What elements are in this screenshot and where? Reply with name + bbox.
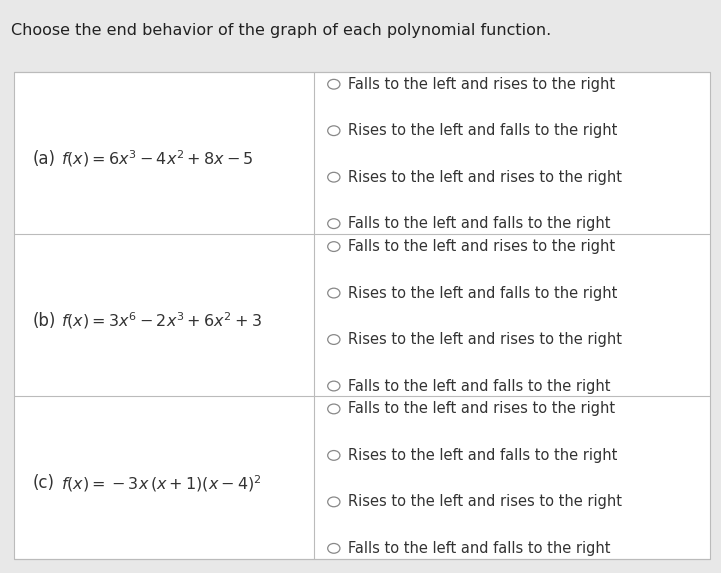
Text: Rises to the left and falls to the right: Rises to the left and falls to the right <box>348 123 618 138</box>
Text: Falls to the left and falls to the right: Falls to the left and falls to the right <box>348 379 611 394</box>
Text: $f(x) = 3x^6 - 2x^3 + 6x^2 + 3$: $f(x) = 3x^6 - 2x^3 + 6x^2 + 3$ <box>61 311 262 331</box>
Text: (a): (a) <box>32 150 56 167</box>
Text: (c): (c) <box>32 474 55 492</box>
Text: Falls to the left and falls to the right: Falls to the left and falls to the right <box>348 541 611 556</box>
Text: $f(x) = 6x^3 - 4x^2 + 8x - 5$: $f(x) = 6x^3 - 4x^2 + 8x - 5$ <box>61 148 254 169</box>
Text: Rises to the left and rises to the right: Rises to the left and rises to the right <box>348 170 622 185</box>
Text: Rises to the left and falls to the right: Rises to the left and falls to the right <box>348 448 618 463</box>
Text: $f(x) = -3x\,(x + 1)(x - 4)^2$: $f(x) = -3x\,(x + 1)(x - 4)^2$ <box>61 473 262 493</box>
Text: Rises to the left and falls to the right: Rises to the left and falls to the right <box>348 285 618 301</box>
Text: Falls to the left and rises to the right: Falls to the left and rises to the right <box>348 239 615 254</box>
Text: Falls to the left and falls to the right: Falls to the left and falls to the right <box>348 216 611 231</box>
Text: Rises to the left and rises to the right: Rises to the left and rises to the right <box>348 494 622 509</box>
Text: Falls to the left and rises to the right: Falls to the left and rises to the right <box>348 77 615 92</box>
Text: Falls to the left and rises to the right: Falls to the left and rises to the right <box>348 402 615 417</box>
Text: Rises to the left and rises to the right: Rises to the left and rises to the right <box>348 332 622 347</box>
Text: (b): (b) <box>32 312 56 330</box>
FancyBboxPatch shape <box>14 72 710 559</box>
Text: Choose the end behavior of the graph of each polynomial function.: Choose the end behavior of the graph of … <box>11 23 551 38</box>
